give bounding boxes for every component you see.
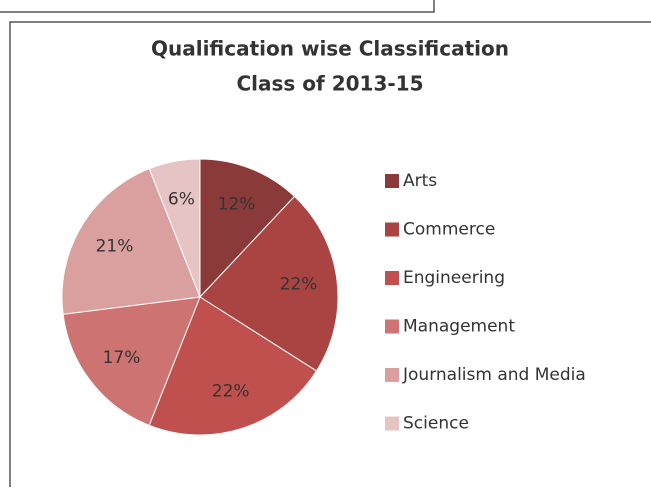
pie-slice [148,158,201,298]
data-label: 21% [96,236,134,256]
legend-label: Engineering [403,268,505,288]
legend-swatch [385,416,399,431]
pie-slice [199,195,339,372]
data-label: 12% [218,195,256,215]
legend-swatch [385,271,399,285]
legend-label: Journalism and Media [402,365,586,385]
data-label: 22% [212,381,250,401]
chart-subtitle: Class of 2013-15 [236,72,423,96]
legend-swatch [385,174,399,188]
data-label: 6% [168,189,195,209]
chart-border [9,21,651,487]
legend-swatch [385,319,399,334]
pie-slice [148,296,318,436]
legend-label: Science [403,414,469,434]
pie-slice [199,158,296,299]
legend-swatch [385,368,399,382]
legend-swatch [385,222,399,237]
data-label: 17% [103,348,141,368]
legend-label: Management [403,317,515,337]
data-label: 22% [280,275,318,295]
frame-top [0,0,435,13]
pie-slice [61,168,201,315]
chart-title: Qualification wise Classification [151,37,509,61]
legend-label: Commerce [403,220,495,240]
pie-slice [62,296,201,426]
legend-label: Arts [403,171,437,191]
